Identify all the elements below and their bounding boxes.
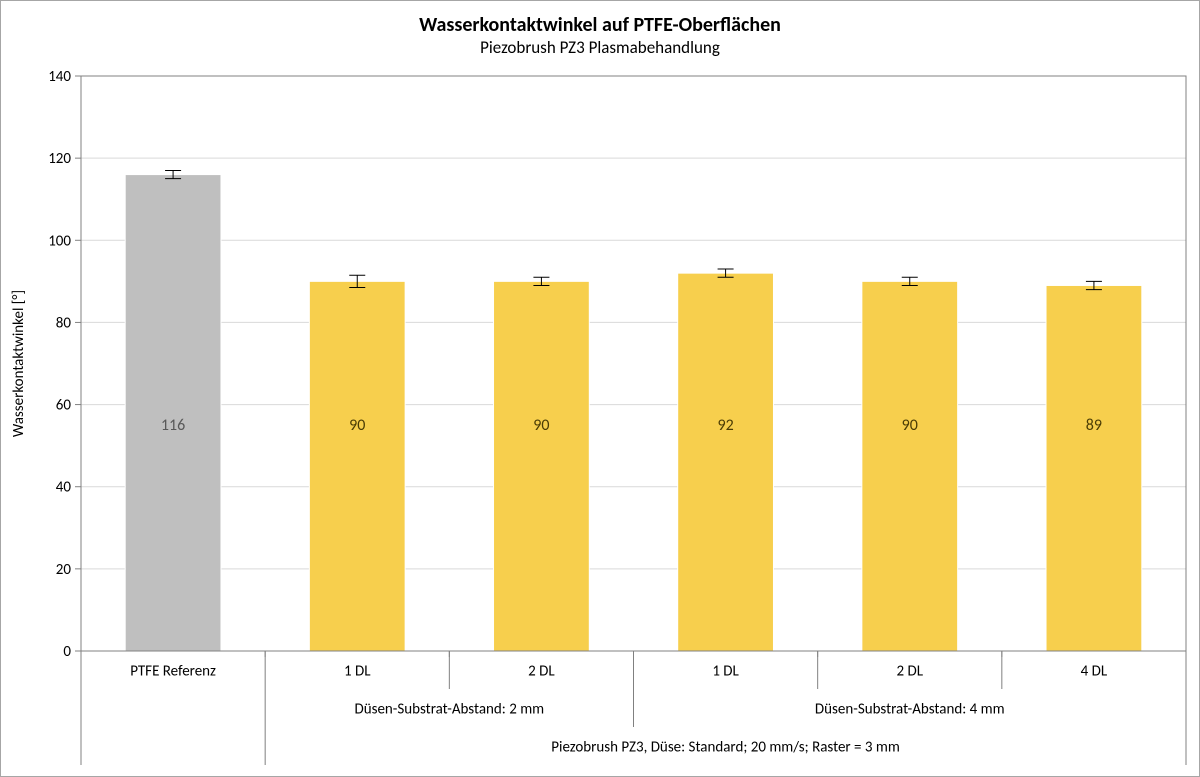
bar <box>125 175 221 651</box>
gridlines <box>81 76 1186 651</box>
category-footer-label: Piezobrush PZ3, Düse: Standard; 20 mm/s;… <box>551 739 900 757</box>
bar-value-label: 92 <box>717 416 733 435</box>
y-tick-label: 0 <box>63 643 71 661</box>
chart-frame: Wasserkontaktwinkel auf PTFE-Oberflächen… <box>0 0 1200 777</box>
bars-group: 116 90 90 92 90 89 <box>125 170 1142 651</box>
bar <box>1046 285 1142 651</box>
category-label: 2 DL <box>528 663 555 681</box>
y-tick-label: 20 <box>56 561 72 579</box>
category-group-label: Düsen-Substrat-Abstand: 4 mm <box>815 701 1005 719</box>
chart-subtitle: Piezobrush PZ3 Plasmabehandlung <box>480 37 720 58</box>
category-label: 2 DL <box>896 663 923 681</box>
y-axis-ticks: 0 20 40 60 80 100 120 140 <box>48 68 81 661</box>
y-tick-label: 40 <box>56 479 72 497</box>
category-label: 1 DL <box>712 663 739 681</box>
bar-value-label: 89 <box>1086 416 1102 435</box>
y-tick-label: 60 <box>56 397 72 415</box>
bar <box>862 281 958 651</box>
category-label: PTFE Referenz <box>130 663 216 681</box>
category-axis: PTFE Referenz 1 DL 2 DL 1 DL 2 DL 4 DL Düsen-S… <box>81 651 1186 765</box>
bar <box>494 281 590 651</box>
bar-value-label: 90 <box>902 416 918 435</box>
bar-value-label: 90 <box>533 416 549 435</box>
y-tick-label: 140 <box>48 68 71 86</box>
y-tick-label: 120 <box>48 150 71 168</box>
category-label: 1 DL <box>344 663 371 681</box>
chart-title: Wasserkontaktwinkel auf PTFE-Oberflächen <box>419 13 781 37</box>
y-tick-label: 100 <box>48 232 71 250</box>
chart-svg: Wasserkontaktwinkel auf PTFE-Oberflächen… <box>1 1 1199 776</box>
category-group-label: Düsen-Substrat-Abstand: 2 mm <box>354 701 544 719</box>
plot-border <box>81 76 1186 651</box>
bar-value-label: 116 <box>161 416 185 435</box>
y-axis-label: Wasserkontaktwinkel [°] <box>10 290 28 437</box>
bar <box>678 273 774 651</box>
bar-value-label: 90 <box>349 416 365 435</box>
y-tick-label: 80 <box>56 314 72 332</box>
bar <box>309 281 405 651</box>
category-label: 4 DL <box>1081 663 1108 681</box>
